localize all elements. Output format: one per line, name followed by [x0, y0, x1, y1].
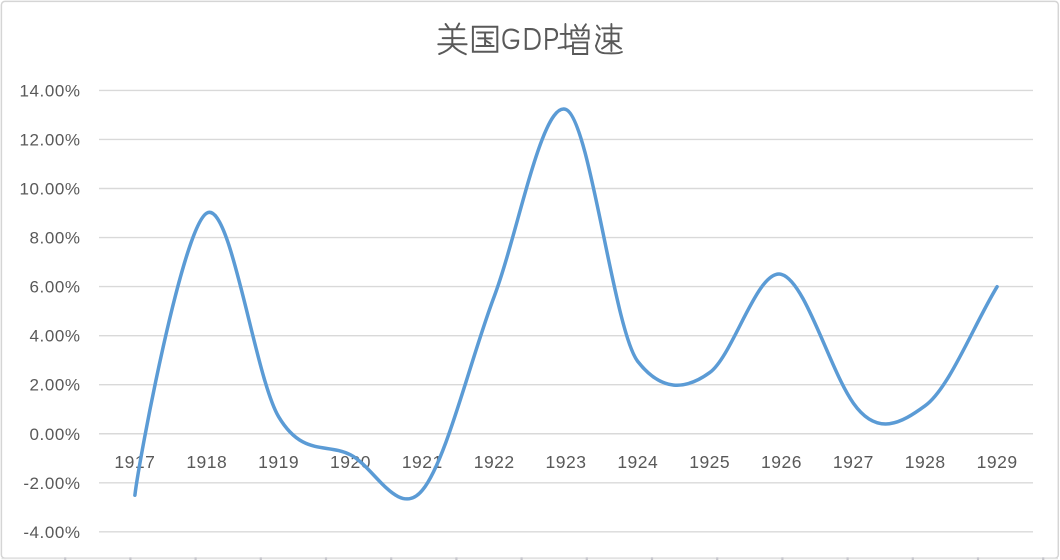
svg-text:1923: 1923: [546, 452, 587, 472]
svg-text:1925: 1925: [689, 452, 730, 472]
svg-text:1924: 1924: [617, 452, 658, 472]
svg-text:6.00%: 6.00%: [30, 278, 81, 297]
svg-text:1917: 1917: [114, 452, 155, 472]
svg-text:-2.00%: -2.00%: [23, 474, 80, 493]
svg-text:10.00%: 10.00%: [20, 180, 81, 199]
svg-text:1922: 1922: [474, 452, 515, 472]
svg-text:1921: 1921: [402, 452, 443, 472]
svg-text:2.00%: 2.00%: [30, 376, 81, 395]
svg-text:1920: 1920: [330, 452, 371, 472]
svg-text:4.00%: 4.00%: [30, 327, 81, 346]
svg-text:1929: 1929: [977, 452, 1018, 472]
svg-text:14.00%: 14.00%: [20, 81, 81, 100]
svg-text:0.00%: 0.00%: [30, 425, 81, 444]
svg-text:1919: 1919: [258, 452, 299, 472]
svg-text:1927: 1927: [833, 452, 874, 472]
svg-text:1928: 1928: [905, 452, 946, 472]
svg-text:1926: 1926: [761, 452, 802, 472]
svg-text:8.00%: 8.00%: [30, 229, 81, 248]
svg-text:12.00%: 12.00%: [20, 130, 81, 149]
svg-text:-4.00%: -4.00%: [23, 523, 80, 542]
svg-text:1918: 1918: [186, 452, 227, 472]
